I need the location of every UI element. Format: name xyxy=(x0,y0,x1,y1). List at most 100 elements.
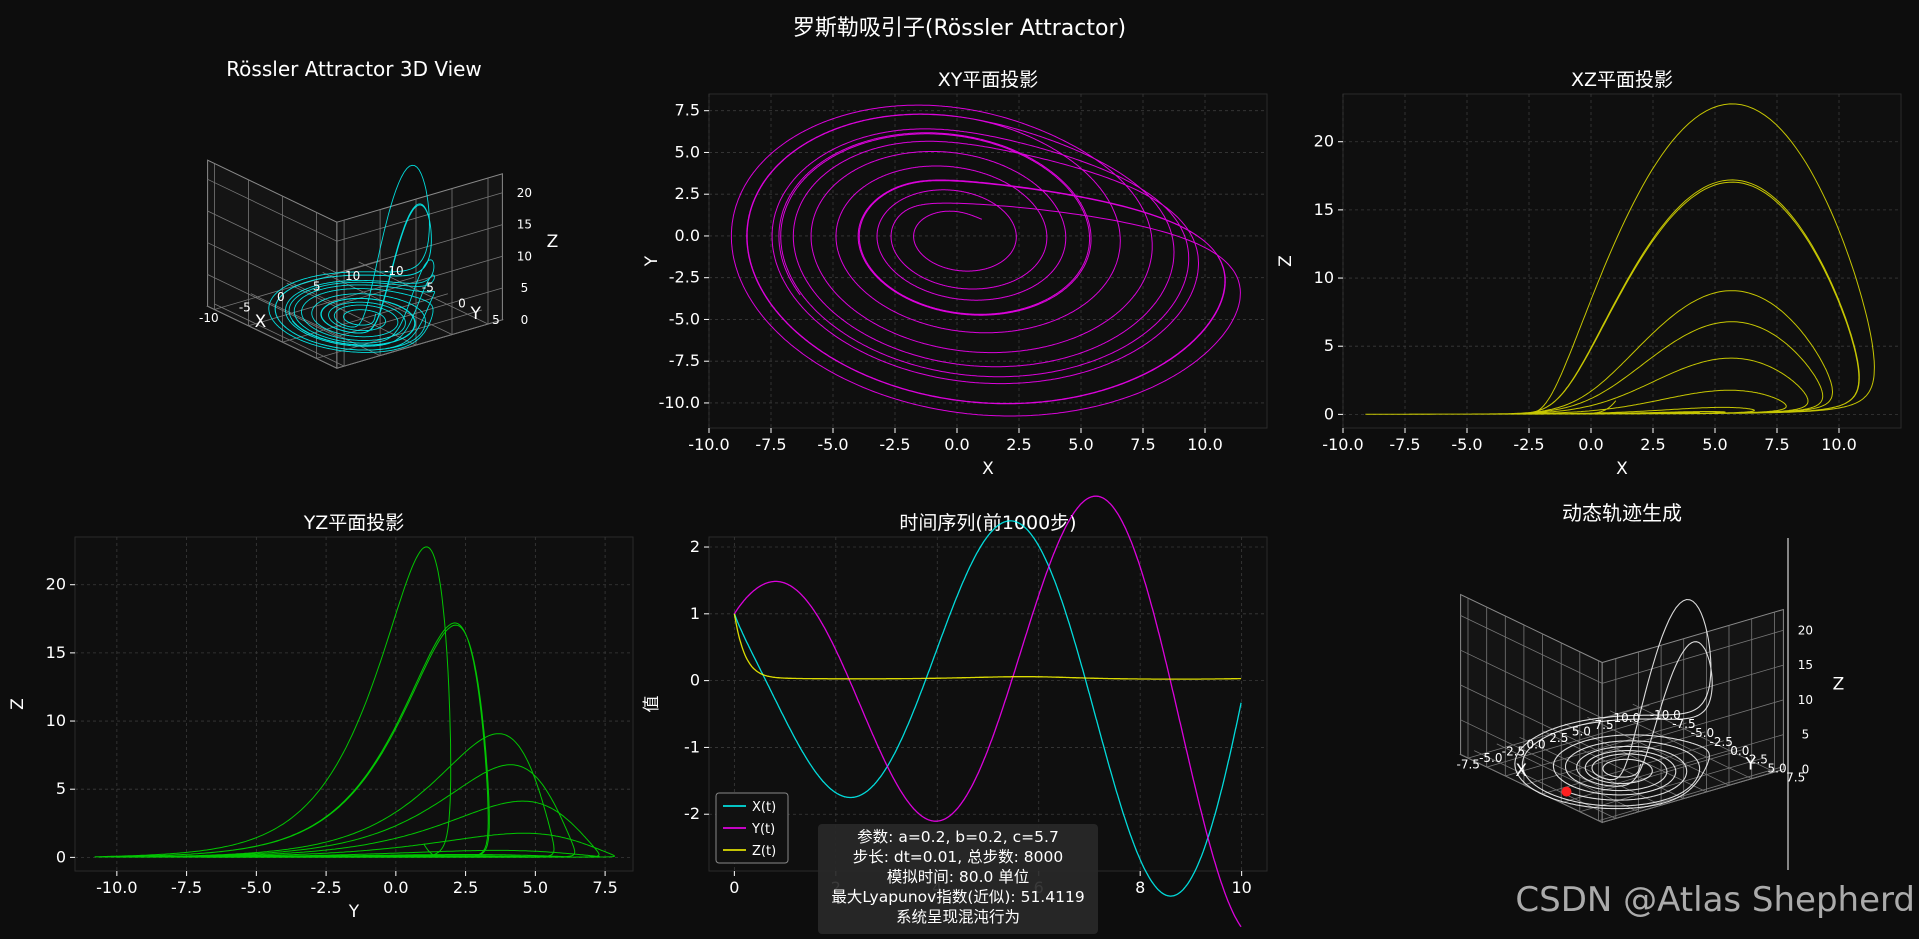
chart-title: YZ平面投影 xyxy=(303,512,405,534)
x-axis-label: X xyxy=(1616,459,1628,479)
y-tick-label: 2.5 xyxy=(675,184,700,203)
z-tick-label: 0 xyxy=(1802,762,1810,776)
y-tick-label: 7.5 xyxy=(675,101,700,120)
grid-line xyxy=(1460,684,1603,754)
x-tick-label: -7.5 xyxy=(755,435,786,454)
x-tick-label: -2.5 xyxy=(310,878,341,897)
grid-line xyxy=(207,210,338,274)
grid-line xyxy=(1602,734,1784,789)
x-tick-label: -5.0 xyxy=(817,435,848,454)
y-tick-label: 5.0 xyxy=(1768,762,1787,776)
plot-area xyxy=(1342,93,1902,429)
y-tick-label: 2.5 xyxy=(1749,753,1768,767)
trajectory-line xyxy=(1514,598,1713,810)
x-tick-label: 10.0 xyxy=(1187,435,1223,454)
x-tick-label: 5.0 xyxy=(1068,435,1093,454)
series-line-X(t) xyxy=(733,520,1242,897)
x-tick-label: 5.0 xyxy=(1572,724,1591,738)
panel-yz-projection: -10.0 -7.5 -5.0 -2.5 0.0 2.5 5.0 7.5 0 5 10 15 20 YZ平… xyxy=(8,512,634,922)
figure-title: 罗斯勒吸引子(Rössler Attractor) xyxy=(792,16,1127,41)
panel-xz-projection: -10.0 -7.5 -5.0 -2.5 0.0 2.5 5.0 7.5 10.0 0 5 10 15 2… xyxy=(1276,69,1902,479)
x-tick-label: 0.0 xyxy=(383,878,408,897)
y-tick-label: -2 xyxy=(684,804,700,823)
y-tick-label: 7.5 xyxy=(1786,771,1805,785)
info-line: 最大Lyapunov指数(近似): 51.4119 xyxy=(831,888,1085,906)
y-tick-label: 10 xyxy=(1314,268,1334,287)
x-tick-label: -7.5 xyxy=(1389,435,1420,454)
y-tick-label: 0 xyxy=(458,297,466,311)
info-line: 模拟时间: 80.0 单位 xyxy=(886,868,1030,886)
y-tick-label: -7.5 xyxy=(669,351,700,370)
x-tick-label: 7.5 xyxy=(1595,718,1614,732)
grid-line xyxy=(1460,649,1603,719)
grid-line xyxy=(1542,740,1724,795)
chart-title: XZ平面投影 xyxy=(1571,69,1673,91)
x-tick-label: -5.0 xyxy=(1451,435,1482,454)
x-axis-label: X xyxy=(255,312,267,332)
z-axis-label: Z xyxy=(547,232,559,252)
chart-title: 动态轨迹生成 xyxy=(1562,501,1682,525)
panel-xy-projection: -10.0 -7.5 -5.0 -2.5 0.0 2.5 5.0 7.5 10.0 -10.0 -7… xyxy=(642,69,1268,479)
y-tick-label: 15 xyxy=(1314,200,1334,219)
plot-area xyxy=(708,536,1268,872)
x-tick-label: 0.0 xyxy=(1527,738,1546,752)
trajectory-line xyxy=(268,164,436,353)
x-tick-label: -5 xyxy=(239,301,251,315)
y-axis-label: Y xyxy=(1744,754,1756,774)
x-tick-label: -5.0 xyxy=(241,878,272,897)
grid-line xyxy=(1523,731,1706,786)
y-tick-label: -5.0 xyxy=(1691,726,1714,740)
y-tick-label: -2.5 xyxy=(669,268,700,287)
x-tick-label: 7.5 xyxy=(592,878,617,897)
info-line: 参数: a=0.2, b=0.2, c=5.7 xyxy=(857,828,1059,846)
grid-line xyxy=(1460,615,1603,684)
grid-line xyxy=(214,303,345,367)
y-tick-label: 5 xyxy=(1324,336,1334,355)
z-tick-label: 10 xyxy=(1798,693,1813,707)
y-tick-label: -5.0 xyxy=(669,309,700,328)
x-tick-label: 2.5 xyxy=(453,878,478,897)
y-tick-label: 5.0 xyxy=(675,142,700,161)
series-line-Z(t) xyxy=(733,613,1242,680)
grid-line xyxy=(336,255,503,306)
x-tick-label: -10.0 xyxy=(1322,435,1363,454)
grid-line xyxy=(1561,749,1743,804)
grid-line xyxy=(1598,767,1780,822)
grid-line xyxy=(336,192,503,242)
z-tick-label: 15 xyxy=(517,218,532,232)
y-axis-label: Z xyxy=(1276,255,1296,267)
y-tick-label: -10.0 xyxy=(659,393,700,412)
x-axis-label: X xyxy=(982,459,994,479)
legend-label: X(t) xyxy=(752,800,776,815)
x-tick-label: 8 xyxy=(1135,878,1145,897)
x-tick-label: -10 xyxy=(199,311,219,325)
y-axis-label: Y xyxy=(470,304,482,324)
x-tick-label: 5.0 xyxy=(1702,435,1727,454)
x-tick-label: 2.5 xyxy=(1006,435,1031,454)
x-tick-label: 10 xyxy=(345,269,360,283)
x-tick-label: -10.0 xyxy=(96,878,137,897)
info-line: 步长: dt=0.01, 总步数: 8000 xyxy=(852,848,1064,866)
grid-line xyxy=(1609,710,1752,780)
grid-line xyxy=(1587,717,1730,786)
x-tick-label: 7.5 xyxy=(1130,435,1155,454)
series-line-Y(t) xyxy=(733,495,1242,928)
x-axis-label: X xyxy=(1515,761,1527,781)
x-tick-label: 7.5 xyxy=(1764,435,1789,454)
panel-3d-view: Rössler Attractor 3D View -10 -5 0 5 10 -10 -5 0… xyxy=(199,57,559,369)
grid-line xyxy=(1579,758,1762,813)
y-tick-label: 0 xyxy=(690,671,700,690)
x-tick-label: 5.0 xyxy=(523,878,548,897)
info-line: 系统呈现混沌行为 xyxy=(895,908,1020,926)
x-tick-label: 10.0 xyxy=(1821,435,1857,454)
x-tick-label: 0.0 xyxy=(944,435,969,454)
y-axis-label: Y xyxy=(642,255,662,267)
x-tick-label: -2.5 xyxy=(879,435,910,454)
grid-line xyxy=(336,224,503,274)
series-line-yz xyxy=(94,546,615,858)
y-tick-label: 0 xyxy=(56,847,66,866)
z-tick-label: 15 xyxy=(1798,658,1813,672)
y-tick-label: -10 xyxy=(384,264,404,278)
